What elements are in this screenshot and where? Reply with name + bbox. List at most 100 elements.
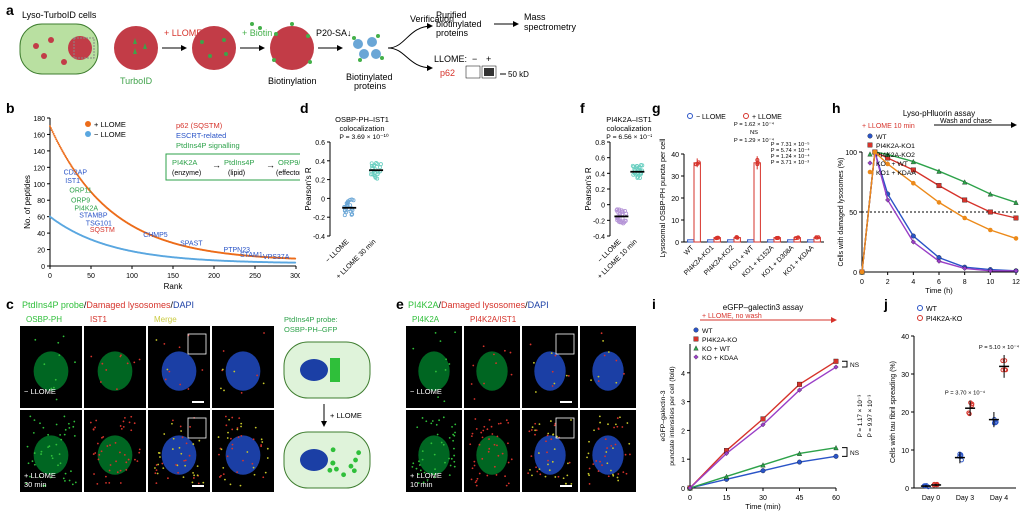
svg-text:(enzyme): (enzyme)	[172, 170, 201, 177]
svg-text:+ LLOME 10 min: + LLOME 10 min	[862, 123, 915, 130]
svg-text:PI4K2A/IST1: PI4K2A/IST1	[470, 315, 517, 324]
svg-text:Day 3: Day 3	[956, 495, 974, 502]
svg-text:200: 200	[208, 273, 220, 280]
svg-text:ORP11: ORP11	[69, 188, 92, 195]
svg-text:100: 100	[126, 273, 138, 280]
svg-text:Massspectrometry: Massspectrometry	[524, 12, 577, 32]
svg-text:IST1: IST1	[65, 178, 80, 185]
svg-text:-0.2: -0.2	[313, 215, 325, 222]
svg-text:40: 40	[37, 231, 45, 238]
svg-text:NS: NS	[850, 450, 860, 457]
svg-text:20: 20	[901, 410, 909, 417]
svg-text:P = 3.71 × 10⁻³: P = 3.71 × 10⁻³	[771, 160, 809, 166]
svg-text:0: 0	[853, 270, 857, 277]
svg-text:P = 1.24 × 10⁻⁴: P = 1.24 × 10⁻⁴	[771, 153, 810, 160]
svg-text:ORP9: ORP9	[71, 198, 90, 205]
svg-text:p62 (SQSTM): p62 (SQSTM)	[176, 121, 223, 130]
svg-text:PI4K2A: PI4K2A	[412, 315, 440, 324]
svg-text:20: 20	[671, 196, 679, 203]
svg-text:P = 5.10 × 10⁻⁴: P = 5.10 × 10⁻⁴	[979, 344, 1020, 351]
svg-text:Merge: Merge	[154, 315, 177, 324]
svg-text:STAM1: STAM1	[240, 252, 263, 259]
svg-text:30 min: 30 min	[24, 480, 47, 489]
svg-text:eGFP–galectin-3: eGFP–galectin-3	[660, 390, 667, 441]
svg-text:−: −	[472, 54, 477, 64]
svg-text:→: →	[266, 160, 275, 170]
svg-text:1: 1	[681, 457, 685, 464]
svg-text:+ LLOME: + LLOME	[24, 471, 56, 480]
svg-text:0: 0	[860, 279, 864, 286]
svg-text:CD2AP: CD2AP	[64, 170, 88, 177]
svg-text:P = 1.29 × 10⁻⁴: P = 1.29 × 10⁻⁴	[734, 137, 775, 144]
panel-i-chart: eGFP–galectin3 assay+ LLOME, no wash0123…	[656, 300, 880, 512]
svg-text:8: 8	[963, 279, 967, 286]
svg-text:180: 180	[33, 116, 45, 123]
svg-text:+ LLOME: + LLOME	[410, 471, 442, 480]
svg-text:P = 9.97 × 10⁻³: P = 9.97 × 10⁻³	[867, 395, 874, 437]
svg-text:Lysosomal OSBP-PH puncta per c: Lysosomal OSBP-PH puncta per cell	[658, 138, 667, 257]
svg-text:PtdIns4P signalling: PtdIns4P signalling	[176, 141, 240, 150]
panel-b-label: b	[6, 100, 15, 116]
svg-text:2: 2	[886, 279, 890, 286]
panel-f-chart: -0.4-0.200.20.40.60.8Pearson's RPI4K2A–I…	[582, 112, 652, 292]
svg-text:300: 300	[290, 273, 300, 280]
panel-b-chart: 0204060801001201401601800501001502002503…	[20, 112, 300, 292]
svg-text:PtdIns4P: PtdIns4P	[224, 158, 254, 167]
svg-text:Cells with tau fibril spreadin: Cells with tau fibril spreading (%)	[890, 361, 897, 463]
svg-text:colocalization: colocalization	[339, 124, 384, 133]
svg-text:250: 250	[249, 273, 261, 280]
panel-g-chart: 010203040Lysosomal OSBP-PH puncta per ce…	[656, 108, 828, 298]
svg-text:Purifiedbiotinylatedproteins: Purifiedbiotinylatedproteins	[436, 10, 482, 38]
panel-a-schematic: Lyso-TurboID cells TurboID + LLOME + Bio…	[16, 4, 656, 98]
svg-text:SQSTM: SQSTM	[90, 227, 115, 234]
panel-c-images: OSBP-PHIST1Merge− LLOME+ LLOME30 minPtdI…	[16, 312, 396, 512]
svg-text:OSBP-PH–IST1: OSBP-PH–IST1	[335, 115, 389, 124]
svg-text:50: 50	[849, 210, 857, 217]
svg-text:+ LLOME, no wash: + LLOME, no wash	[702, 313, 762, 320]
svg-text:P = 1.17 × 10⁻³: P = 1.17 × 10⁻³	[857, 395, 864, 437]
svg-text:IST1: IST1	[90, 315, 107, 324]
svg-text:0.4: 0.4	[595, 171, 605, 178]
svg-text:− LLOME: − LLOME	[24, 387, 56, 396]
svg-text:0: 0	[48, 273, 52, 280]
svg-text:SPAST: SPAST	[180, 240, 203, 247]
svg-text:15: 15	[723, 495, 731, 502]
svg-text:WT: WT	[683, 244, 695, 256]
svg-text:Wash and chase: Wash and chase	[940, 118, 992, 125]
svg-text:50 kD: 50 kD	[508, 70, 529, 79]
svg-text:-0.4: -0.4	[593, 234, 605, 241]
svg-text:-0.2: -0.2	[593, 218, 605, 225]
svg-text:12: 12	[1012, 279, 1020, 286]
svg-text:WT: WT	[876, 134, 887, 141]
svg-text:100: 100	[845, 150, 857, 157]
svg-text:Day 0: Day 0	[922, 495, 940, 502]
svg-text:20: 20	[37, 248, 45, 255]
svg-text:No. of peptides: No. of peptides	[23, 175, 32, 229]
svg-text:10 min: 10 min	[410, 480, 433, 489]
svg-text:punctate intensities per cell: punctate intensities per cell (fold)	[669, 366, 676, 465]
svg-text:2: 2	[681, 428, 685, 435]
svg-text:ORP9/11: ORP9/11	[278, 158, 300, 167]
svg-text:KO + KDAA: KO + KDAA	[702, 355, 739, 362]
svg-text:PtdIns4P probe:: PtdIns4P probe:	[284, 315, 338, 324]
panel-e-title: PI4K2A/Damaged lysosomes/DAPI	[408, 300, 549, 310]
svg-text:3: 3	[681, 400, 685, 407]
svg-text:KO + WT: KO + WT	[702, 346, 730, 353]
svg-text:+ LLOME: + LLOME	[330, 411, 362, 420]
svg-text:Cells with damaged lysosomes (: Cells with damaged lysosomes (%)	[838, 158, 845, 267]
svg-text:Pearson's R: Pearson's R	[584, 167, 593, 211]
svg-text:140: 140	[33, 149, 45, 156]
svg-text:10: 10	[671, 218, 679, 225]
svg-text:0.6: 0.6	[595, 156, 605, 163]
svg-text:160: 160	[33, 132, 45, 139]
svg-text:(lipid): (lipid)	[228, 170, 245, 177]
svg-text:Biotinylation: Biotinylation	[268, 76, 317, 86]
svg-text:Day 4: Day 4	[990, 495, 1008, 502]
svg-text:0.6: 0.6	[315, 140, 325, 147]
svg-text:NS: NS	[750, 130, 758, 136]
svg-text:0.4: 0.4	[315, 159, 325, 166]
svg-text:+ Biotin: + Biotin	[242, 28, 272, 38]
svg-text:0.8: 0.8	[595, 140, 605, 147]
panel-e-label: e	[396, 296, 404, 312]
svg-text:10: 10	[901, 448, 909, 455]
